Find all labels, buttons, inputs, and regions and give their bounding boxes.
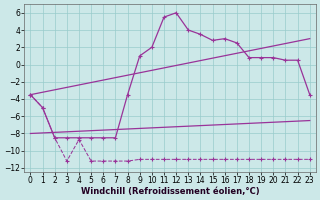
X-axis label: Windchill (Refroidissement éolien,°C): Windchill (Refroidissement éolien,°C) xyxy=(81,187,260,196)
